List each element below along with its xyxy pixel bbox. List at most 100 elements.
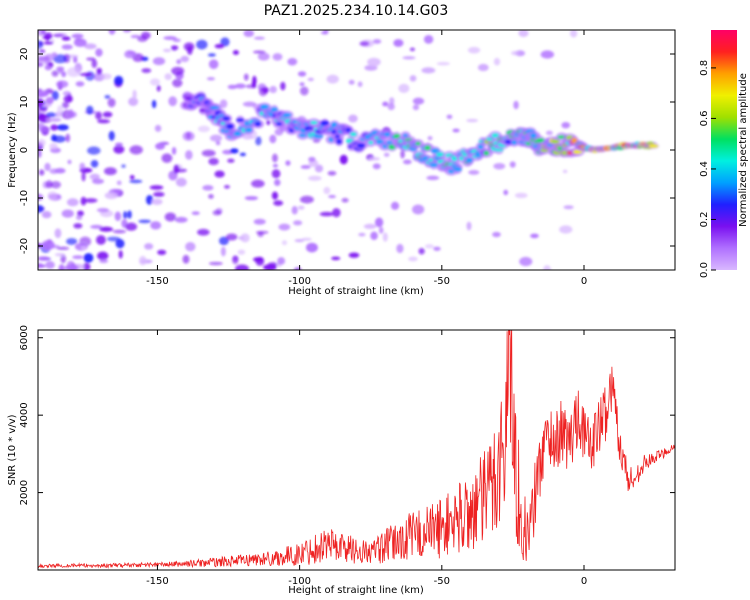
noise-blob (114, 211, 122, 222)
noise-blob (182, 254, 190, 264)
noise-blob (55, 33, 68, 37)
noise-blob (299, 82, 305, 87)
colorbar: 0.0 0.2 0.4 0.6 0.8 Normalized spectral ampl… (699, 30, 749, 278)
spectrogram-xtick-label: 0 (581, 276, 587, 287)
noise-blob (301, 237, 312, 241)
noise-blob (271, 191, 279, 200)
noise-blob (224, 185, 230, 189)
snr-series-line (38, 330, 675, 569)
noise-blob (90, 224, 103, 229)
noise-blob (235, 264, 250, 270)
noise-blob (92, 178, 104, 185)
noise-blob (41, 211, 52, 219)
ridge-blob (648, 144, 659, 148)
noise-blob (186, 45, 193, 55)
noise-blob (50, 124, 58, 131)
noise-blob (220, 37, 230, 47)
noise-blob (38, 263, 44, 269)
ridge-blob (535, 138, 545, 143)
noise-blob (67, 159, 72, 165)
noise-blob (56, 246, 70, 251)
snr-ytick-label: 2000 (19, 480, 30, 505)
noise-blob (307, 77, 314, 82)
noise-blob (132, 89, 137, 100)
noise-blob (281, 240, 288, 246)
noise-blob (56, 80, 69, 88)
noise-blob (545, 130, 553, 136)
noise-blob (51, 52, 58, 57)
noise-blob (164, 73, 172, 81)
noise-blob (421, 67, 436, 74)
noise-blob (412, 97, 425, 105)
noise-blob (370, 231, 378, 240)
noise-blob (348, 114, 358, 123)
ridge-blob (336, 138, 343, 145)
ridge-blob (210, 106, 220, 110)
noise-blob (115, 239, 125, 249)
noise-blob (201, 149, 216, 157)
noise-blob (115, 142, 123, 147)
noise-blob (121, 164, 126, 168)
noise-blob (87, 146, 101, 155)
noise-blob (151, 198, 163, 205)
noise-blob (367, 57, 381, 67)
noise-blob (95, 48, 103, 57)
ridge-blob (245, 127, 253, 133)
noise-blob (73, 56, 78, 64)
noise-blob (314, 164, 324, 173)
noise-blob (80, 196, 87, 206)
noise-blob (162, 48, 172, 53)
noise-blob (436, 61, 451, 66)
noise-blob (62, 91, 71, 96)
noise-blob (154, 124, 162, 132)
noise-blob (116, 180, 122, 186)
noise-blob (320, 31, 329, 35)
noise-blob (38, 126, 51, 133)
noise-blob (38, 98, 45, 108)
noise-blob (230, 148, 239, 154)
noise-blob (38, 113, 46, 120)
noise-blob (95, 111, 103, 120)
noise-blob (84, 198, 98, 203)
noise-blob (57, 105, 64, 114)
noise-blob (285, 160, 291, 166)
noise-blob (38, 40, 44, 49)
noise-blob (267, 262, 278, 268)
noise-blob (155, 142, 166, 150)
noise-blob (477, 63, 489, 72)
noise-blob (97, 119, 110, 124)
noise-blob (218, 236, 229, 246)
noise-blob (212, 210, 222, 216)
noise-blob (400, 149, 405, 159)
noise-blob (38, 169, 45, 176)
noise-blob (185, 241, 196, 252)
noise-blob (277, 257, 286, 265)
snr-ytick-label: 4000 (19, 402, 30, 427)
noise-blob (357, 81, 363, 88)
noise-blob (58, 264, 65, 270)
noise-blob (161, 153, 173, 163)
noise-blob (382, 232, 388, 242)
noise-blob (51, 70, 59, 77)
noise-blob (61, 101, 70, 109)
noise-blob (84, 43, 97, 50)
noise-blob (427, 135, 433, 141)
noise-blob (319, 211, 334, 217)
noise-blob (559, 225, 573, 234)
noise-blob (418, 247, 425, 255)
noise-blob (153, 191, 165, 197)
noise-blob (232, 50, 239, 55)
snr-background (38, 330, 675, 570)
noise-blob (56, 124, 69, 131)
noise-blob (82, 263, 91, 270)
noise-blob (540, 50, 555, 59)
noise-blob (45, 261, 55, 269)
noise-blob (175, 177, 187, 187)
noise-blob (424, 244, 434, 249)
spectrogram-ytick-label: -20 (19, 238, 30, 254)
noise-blob (363, 223, 377, 230)
noise-blob (331, 256, 341, 261)
noise-blob (182, 131, 195, 142)
